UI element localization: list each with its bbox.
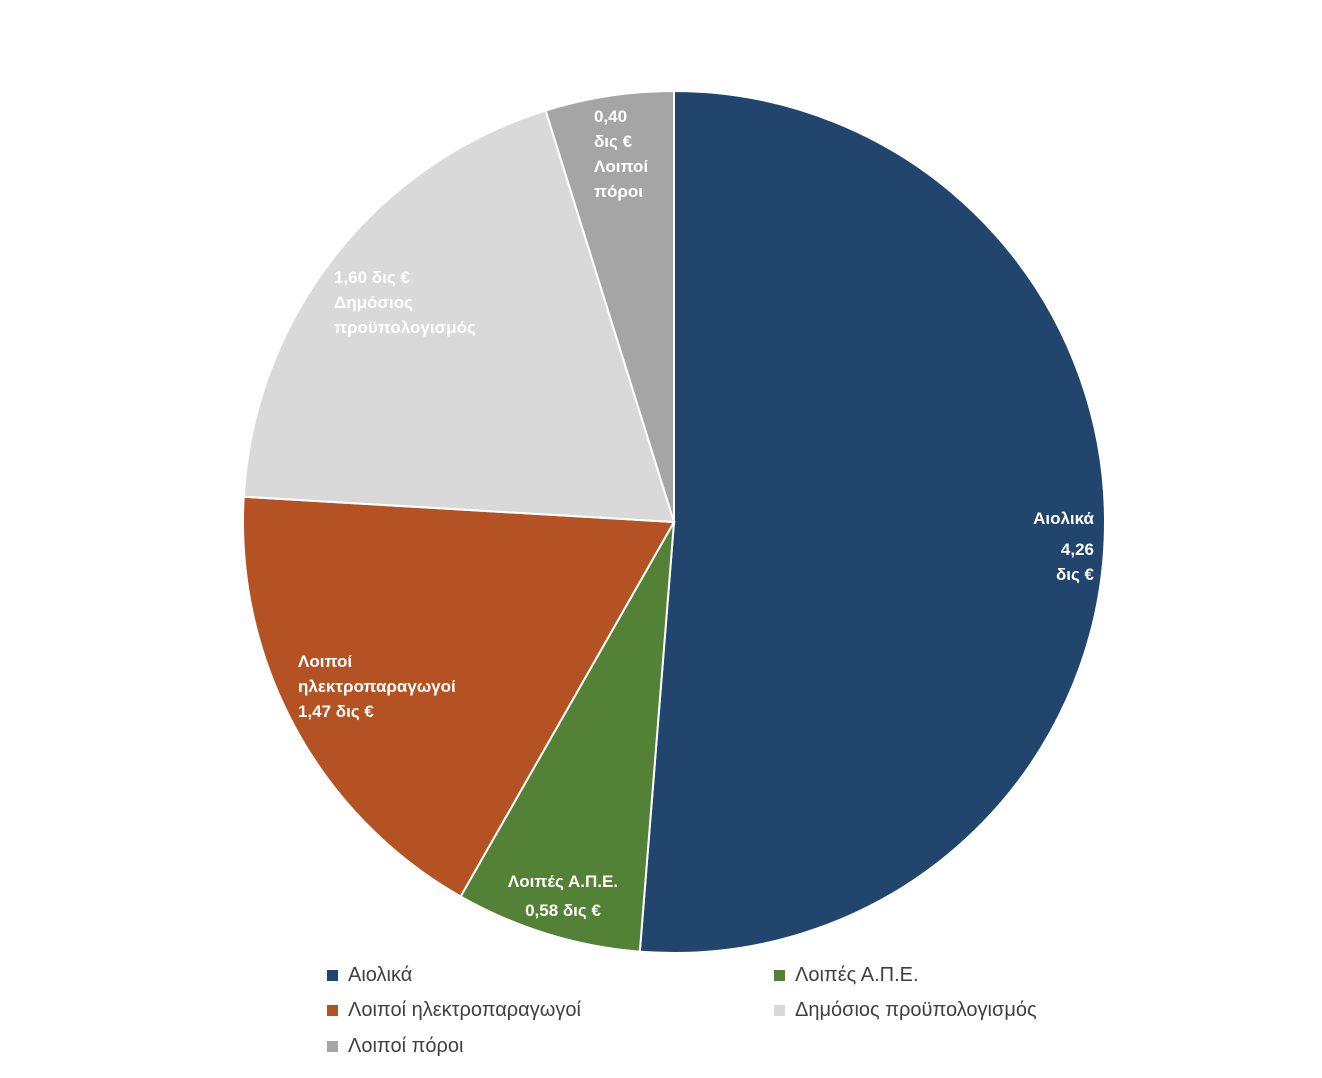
pie-slice-4 — [544, 89, 675, 523]
slice-label-loipes-ape: Λοιπές Α.Π.Ε. 0,58 δις € — [507, 872, 619, 920]
slice-label-aiolika: Αιολικά 4,26 δις € — [1033, 509, 1094, 584]
pie-slice-1 — [459, 521, 675, 953]
pie-slice-2 — [242, 495, 676, 898]
slice-label-dimosios-proypologismos: 1,60 δις € Δημόσιος προϋπολογισμός — [334, 268, 476, 337]
slice-label-loipoi-poroi: 0,40 δις € Λοιποί πόροι — [594, 107, 649, 201]
pie-slice-0 — [638, 89, 1106, 954]
pie-slice-3 — [242, 109, 676, 524]
slice-label-loipoi-ilektroparagogoi: Λοιποί ηλεκτροπαραγωγοί 1,47 δις € — [298, 652, 456, 721]
